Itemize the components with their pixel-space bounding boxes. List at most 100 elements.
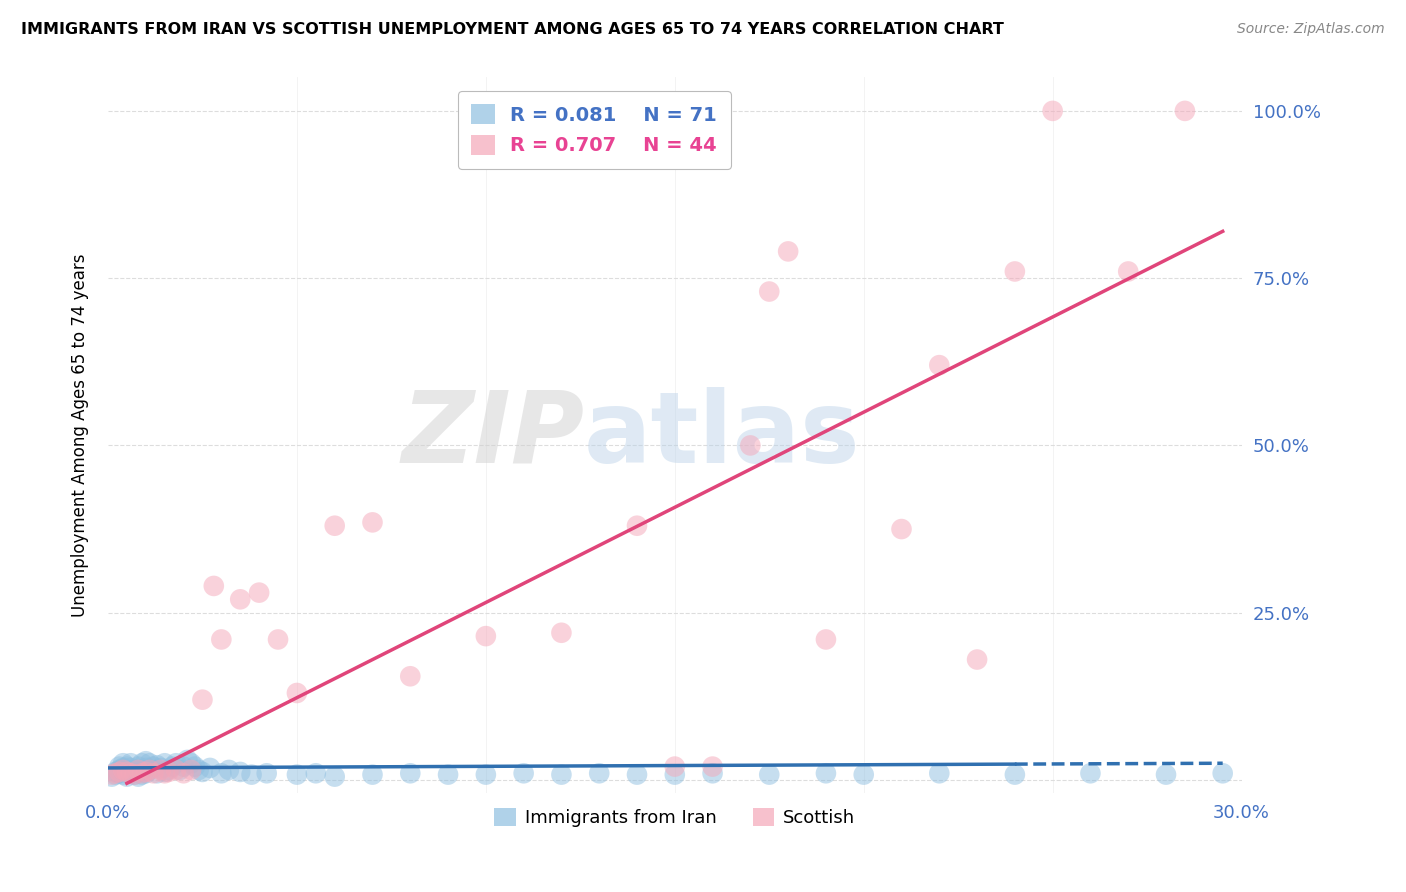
Point [198, 761, 221, 775]
Point [1154, 767, 1177, 781]
Text: IMMIGRANTS FROM IRAN VS SCOTTISH UNEMPLOYMENT AMONG AGES 65 TO 74 YEARS CORRELAT: IMMIGRANTS FROM IRAN VS SCOTTISH UNEMPLO… [21, 22, 1004, 37]
Text: atlas: atlas [583, 387, 860, 483]
Point [142, 759, 165, 773]
Point [664, 759, 686, 773]
Point [120, 766, 142, 780]
Point [124, 767, 146, 781]
Point [135, 761, 157, 775]
Point [1080, 766, 1102, 780]
Point [966, 652, 988, 666]
Point [778, 244, 800, 259]
Point [173, 759, 195, 773]
Point [229, 764, 252, 779]
Point [285, 686, 308, 700]
Point [702, 766, 724, 780]
Point [399, 766, 422, 780]
Point [475, 629, 498, 643]
Point [100, 770, 122, 784]
Point [361, 767, 384, 781]
Point [112, 756, 135, 771]
Point [247, 585, 270, 599]
Point [160, 759, 183, 773]
Point [115, 764, 138, 779]
Point [120, 766, 142, 780]
Point [176, 753, 198, 767]
Point [112, 767, 135, 781]
Point [135, 754, 157, 768]
Point [814, 766, 837, 780]
Point [626, 518, 648, 533]
Point [138, 763, 160, 777]
Point [157, 763, 180, 777]
Point [740, 438, 762, 452]
Text: ZIP: ZIP [401, 387, 583, 483]
Point [550, 625, 572, 640]
Point [127, 764, 149, 779]
Point [108, 763, 131, 777]
Point [323, 518, 346, 533]
Point [240, 767, 263, 781]
Point [104, 766, 127, 780]
Point [104, 767, 127, 781]
Point [120, 761, 142, 775]
Point [135, 766, 157, 780]
Point [814, 632, 837, 647]
Point [112, 763, 135, 777]
Point [191, 764, 214, 779]
Point [124, 763, 146, 777]
Point [157, 764, 180, 779]
Point [153, 766, 176, 780]
Point [1004, 767, 1026, 781]
Point [127, 759, 149, 773]
Point [135, 764, 157, 779]
Point [131, 767, 153, 781]
Point [149, 761, 172, 775]
Point [323, 770, 346, 784]
Point [180, 763, 202, 777]
Point [165, 756, 187, 771]
Point [475, 767, 498, 781]
Point [138, 763, 160, 777]
Point [1042, 103, 1064, 118]
Point [702, 759, 724, 773]
Point [131, 763, 153, 777]
Point [146, 766, 169, 780]
Point [108, 764, 131, 779]
Point [512, 766, 534, 780]
Point [758, 767, 780, 781]
Point [852, 767, 875, 781]
Point [361, 516, 384, 530]
Point [890, 522, 912, 536]
Point [173, 766, 195, 780]
Point [202, 579, 225, 593]
Point [1174, 103, 1197, 118]
Point [256, 766, 278, 780]
Point [758, 285, 780, 299]
Text: Source: ZipAtlas.com: Source: ZipAtlas.com [1237, 22, 1385, 37]
Point [165, 763, 187, 777]
Point [100, 767, 122, 781]
Point [437, 767, 460, 781]
Point [209, 632, 232, 647]
Point [218, 763, 240, 777]
Point [153, 756, 176, 771]
Point [149, 763, 172, 777]
Point [191, 692, 214, 706]
Point [285, 767, 308, 781]
Point [209, 766, 232, 780]
Legend: Immigrants from Iran, Scottish: Immigrants from Iran, Scottish [486, 801, 863, 834]
Point [399, 669, 422, 683]
Point [142, 766, 165, 780]
Point [127, 763, 149, 777]
Point [138, 756, 160, 771]
Point [146, 758, 169, 772]
Point [153, 764, 176, 779]
Point [1004, 264, 1026, 278]
Point [112, 761, 135, 775]
Point [550, 767, 572, 781]
Point [108, 766, 131, 780]
Point [1116, 264, 1139, 278]
Point [928, 766, 950, 780]
Point [115, 759, 138, 773]
Point [115, 770, 138, 784]
